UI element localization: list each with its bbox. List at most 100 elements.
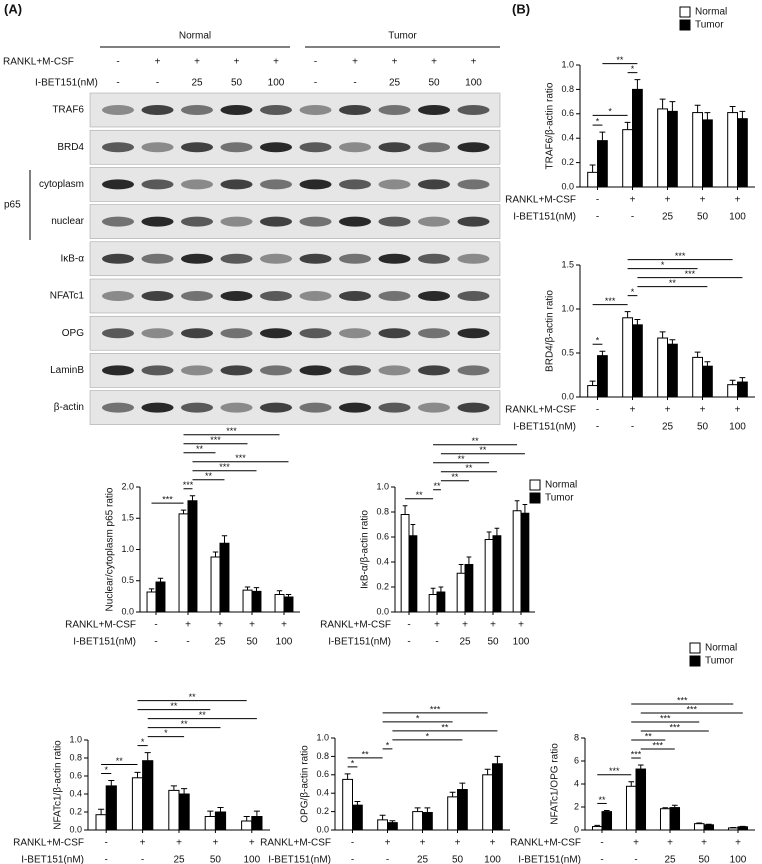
- band-label: NFATc1: [50, 291, 85, 302]
- y-tick-label: 1.5: [561, 259, 574, 269]
- band: [260, 365, 292, 376]
- bar: [667, 343, 678, 398]
- significance-label: ***: [162, 495, 173, 505]
- bar: [408, 535, 418, 613]
- band: [141, 253, 174, 264]
- condition-label: I-BET151(nM): [513, 212, 576, 223]
- band: [418, 365, 450, 376]
- y-tick-label: 0.0: [561, 181, 574, 191]
- error-bar: [212, 551, 219, 557]
- bar: [283, 596, 294, 613]
- condition-cell: +: [455, 838, 461, 849]
- error-bar: [414, 807, 421, 812]
- bar: [591, 826, 603, 831]
- significance-label: ***: [605, 296, 616, 306]
- error-bar: [98, 808, 105, 815]
- significance-label: ***: [660, 713, 671, 723]
- significance-label: **: [458, 454, 466, 464]
- band: [378, 253, 411, 264]
- error-bar: [134, 771, 141, 778]
- condition-cell: 50: [246, 637, 258, 648]
- condition-cell: 25: [662, 422, 674, 433]
- bar: [632, 88, 643, 188]
- band-label: β-actin: [54, 402, 84, 413]
- condition-cell: +: [185, 620, 191, 631]
- condition-cell: +: [281, 620, 287, 631]
- y-tick-label: 0.2: [69, 806, 82, 816]
- condition-cell: 50: [452, 855, 464, 864]
- condition-label: I-BET151(nM): [328, 637, 391, 648]
- treatment-cell: 100: [268, 78, 285, 89]
- treatment-cell: +: [155, 57, 161, 68]
- significance-label: ***: [631, 749, 642, 759]
- bar: [512, 510, 522, 613]
- bar: [625, 785, 637, 831]
- condition-cell: -: [154, 620, 157, 631]
- y-axis-label: BRD4/β-actin ratio: [545, 290, 556, 372]
- error-bar: [589, 380, 596, 386]
- band: [457, 328, 490, 339]
- condition-cell: 50: [697, 212, 709, 223]
- condition-label: RANKL+M-CSF: [320, 620, 391, 631]
- condition-label: I-BET151(nM): [268, 855, 331, 864]
- significance-label: *: [631, 64, 635, 74]
- band: [102, 365, 134, 376]
- bar: [204, 816, 216, 831]
- y-tick-label: 1.0: [376, 481, 389, 491]
- band: [457, 402, 490, 413]
- band: [378, 142, 411, 153]
- group-label: Tumor: [388, 31, 417, 42]
- band: [457, 291, 490, 301]
- significance-label: *: [426, 731, 430, 741]
- condition-label: I-BET151(nM): [73, 637, 136, 648]
- condition-cell: -: [596, 195, 599, 206]
- significance-label: *: [351, 758, 355, 768]
- significance-label: **: [616, 55, 624, 65]
- y-axis-label: NFATc1/OPG ratio: [550, 743, 561, 825]
- legend-label: Normal: [695, 7, 727, 18]
- significance-label: *: [386, 740, 390, 750]
- condition-cell: +: [249, 620, 255, 631]
- significance-label: ***: [675, 251, 686, 261]
- error-bar: [624, 121, 631, 130]
- error-bar: [739, 110, 746, 119]
- significance-label: ***: [670, 722, 681, 732]
- bar: [342, 778, 354, 831]
- error-bar: [696, 822, 703, 824]
- band: [378, 179, 411, 190]
- error-bar: [170, 785, 177, 791]
- error-bar: [410, 524, 416, 536]
- significance-label: ***: [235, 453, 246, 463]
- condition-cell: 50: [487, 637, 499, 648]
- bar: [657, 337, 669, 398]
- band-group-label: p65: [4, 200, 21, 211]
- band: [299, 179, 332, 190]
- bar: [387, 822, 398, 831]
- bar: [377, 819, 389, 831]
- bar: [587, 385, 599, 398]
- bar: [667, 110, 678, 188]
- significance-label: **: [362, 749, 370, 759]
- condition-cell: +: [667, 838, 673, 849]
- bar: [214, 811, 227, 831]
- band: [220, 142, 253, 153]
- error-bar: [484, 768, 491, 775]
- band: [102, 402, 134, 413]
- error-bar: [253, 810, 260, 817]
- condition-cell: +: [140, 838, 146, 849]
- band: [260, 105, 292, 115]
- band: [181, 291, 213, 301]
- bar: [693, 823, 705, 831]
- legend-swatch: [689, 655, 701, 667]
- significance-label: **: [433, 481, 441, 491]
- legend-label: Normal: [545, 480, 577, 491]
- condition-cell: -: [631, 422, 634, 433]
- condition-cell: 25: [417, 855, 429, 864]
- significance-label: **: [196, 444, 204, 454]
- bar: [241, 820, 253, 831]
- band: [220, 105, 253, 115]
- y-axis-label: IκB-α/β-actin ratio: [360, 510, 371, 589]
- band: [299, 216, 332, 227]
- band: [378, 216, 411, 227]
- treatment-cell: +: [431, 57, 437, 68]
